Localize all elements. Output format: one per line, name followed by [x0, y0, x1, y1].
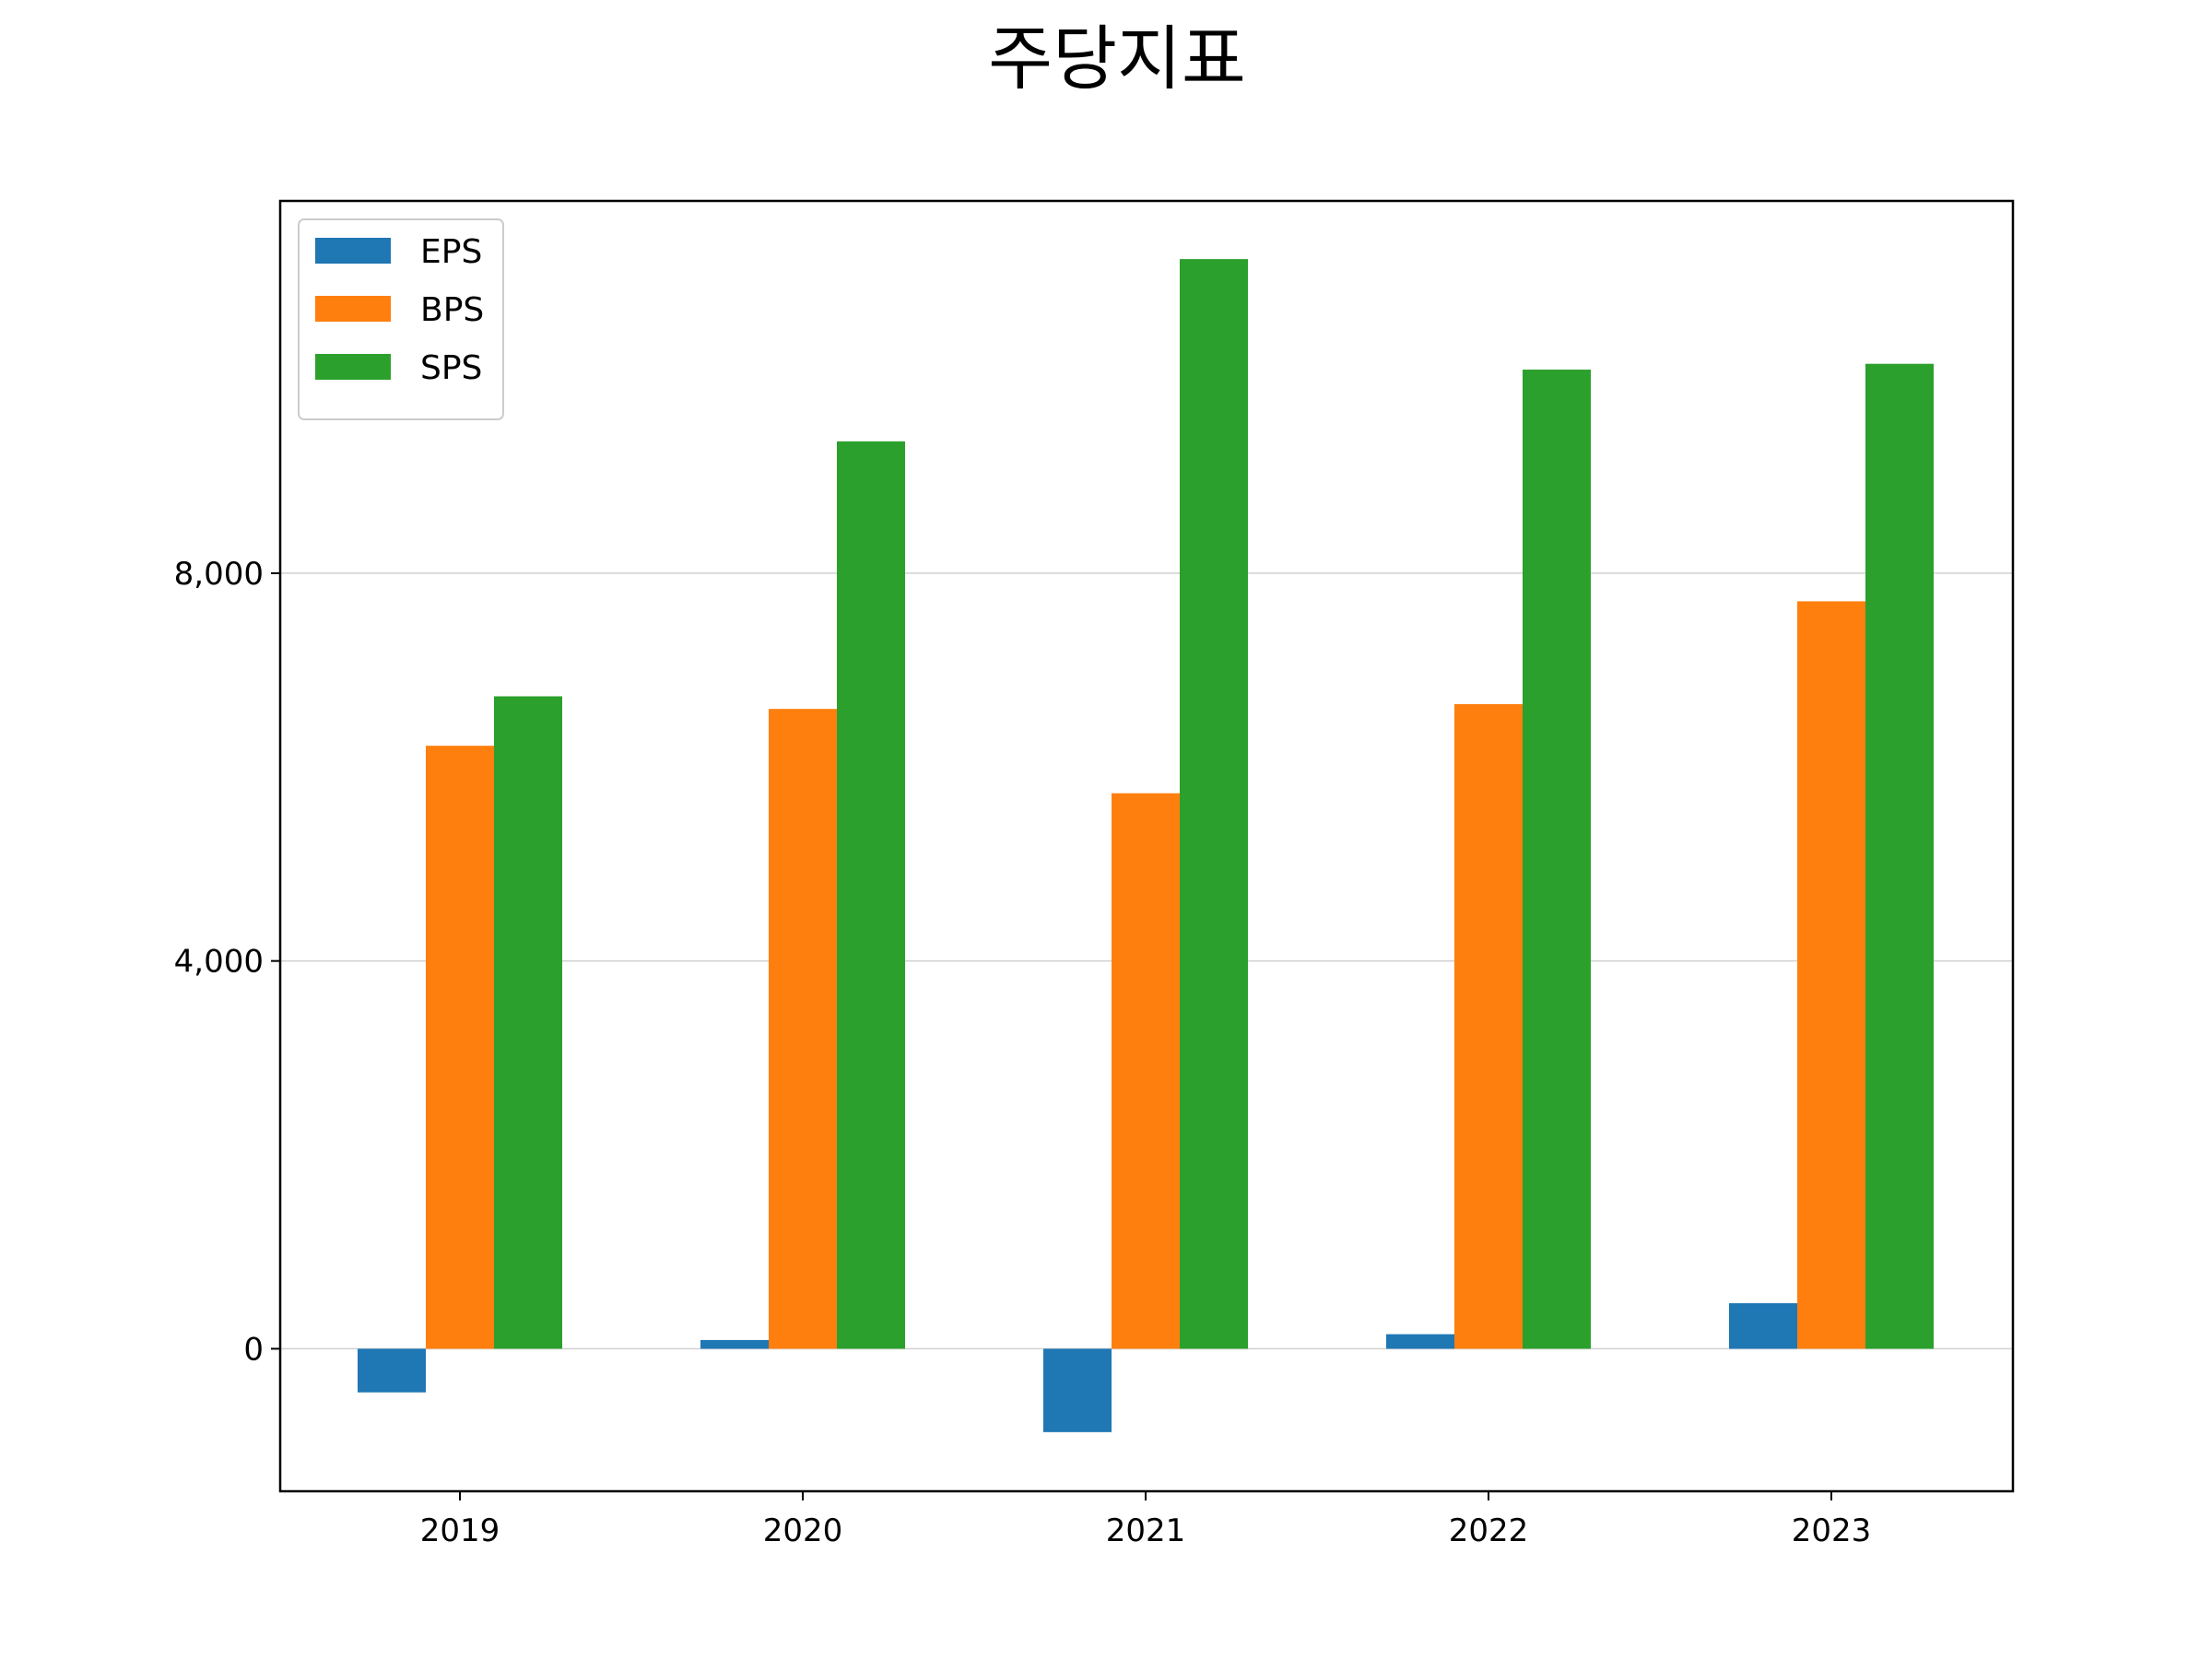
bar-eps-2019	[358, 1348, 426, 1393]
y-tick-label: 0	[243, 1331, 264, 1368]
bars	[358, 259, 1934, 1432]
bar-eps-2023	[1729, 1302, 1797, 1349]
bar-eps-2022	[1386, 1334, 1454, 1349]
x-tick-label: 2020	[763, 1512, 843, 1549]
bar-bps-2023	[1797, 601, 1865, 1349]
bar-sps-2019	[494, 696, 562, 1349]
x-tick-label: 2021	[1106, 1512, 1186, 1549]
bar-sps-2022	[1523, 370, 1591, 1349]
bar-bps-2021	[1112, 793, 1180, 1349]
legend-label-bps: BPS	[420, 291, 484, 329]
x-tick-label: 2023	[1792, 1512, 1872, 1549]
legend-label-sps: SPS	[420, 349, 482, 387]
bar-sps-2023	[1865, 363, 1934, 1349]
legend-swatch-bps	[315, 296, 391, 322]
bar-sps-2021	[1180, 259, 1248, 1349]
x-axis: 2019 2020 2021 2022 2023	[420, 1491, 1872, 1549]
bar-eps-2020	[700, 1339, 769, 1349]
bar-sps-2020	[837, 441, 905, 1349]
y-tick-label: 8,000	[174, 556, 264, 593]
bar-bps-2020	[769, 709, 837, 1349]
bar-bps-2022	[1454, 703, 1523, 1349]
x-tick-label: 2022	[1449, 1512, 1529, 1549]
legend-swatch-sps	[315, 354, 391, 380]
legend-swatch-eps	[315, 238, 391, 264]
x-tick-label: 2019	[420, 1512, 500, 1549]
y-axis: 0 4,000 8,000	[174, 556, 280, 1368]
chart-title: 주당지표	[988, 18, 1246, 100]
bar-eps-2021	[1043, 1348, 1112, 1432]
legend: EPS BPS SPS	[298, 218, 504, 420]
bar-bps-2019	[426, 746, 494, 1349]
y-tick-label: 4,000	[174, 944, 264, 981]
legend-label-eps: EPS	[420, 233, 482, 271]
